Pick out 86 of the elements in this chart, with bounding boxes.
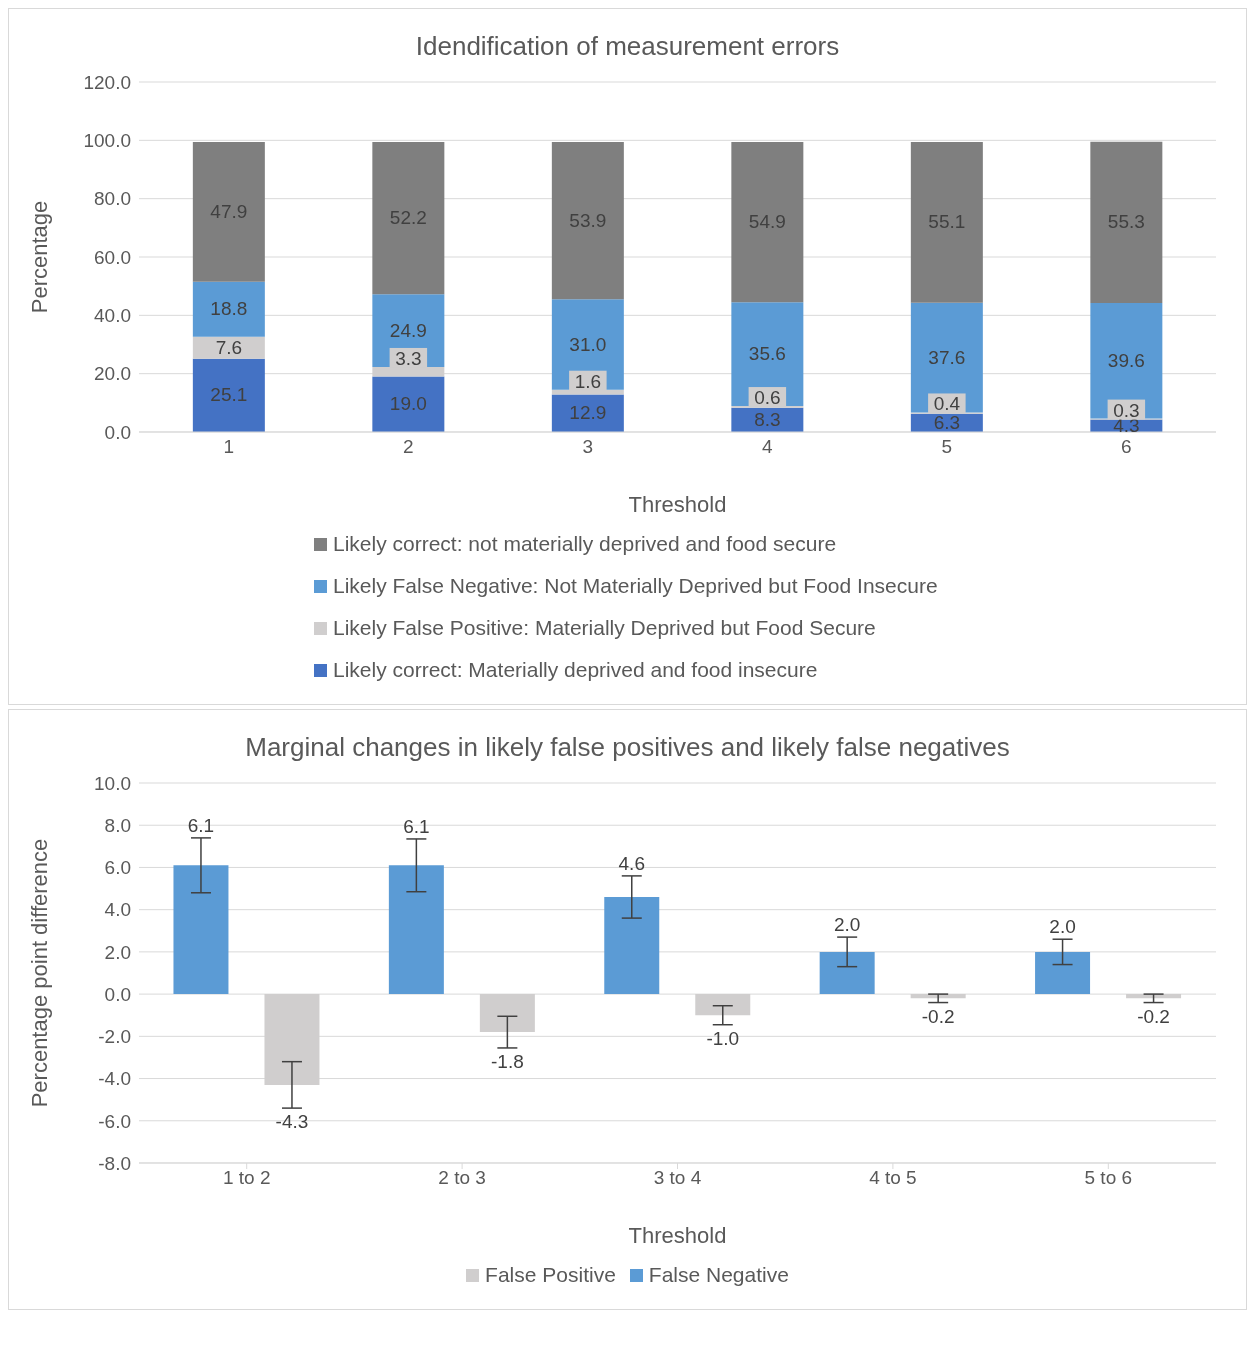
y-tick-label: 80.0 <box>94 188 131 210</box>
bar <box>372 376 445 432</box>
data-label: -0.2 <box>921 1005 955 1027</box>
legend-label: Likely correct: Materially deprived and food insecure <box>333 658 818 682</box>
data-label: 54.9 <box>748 211 786 233</box>
data-label: 2.0 <box>1049 916 1076 938</box>
bar <box>1035 951 1091 995</box>
bar <box>731 142 804 303</box>
legend-label: Likely correct: not materially deprived and food secure <box>333 532 837 556</box>
x-tick-label: 2 to 3 <box>438 1167 486 1189</box>
x-tick-label: 3 to 4 <box>653 1167 702 1189</box>
y-tick-label: -6.0 <box>98 1110 131 1132</box>
y-tick-label: 10.0 <box>94 772 131 794</box>
x-tick-label: 4 to 5 <box>869 1167 917 1189</box>
data-label: -0.2 <box>1137 1005 1170 1027</box>
x-tick-label: 1 to 2 <box>222 1167 271 1189</box>
data-label: 53.9 <box>569 209 607 231</box>
x-tick-label: 4 <box>761 436 773 458</box>
y-tick-label: -8.0 <box>98 1152 131 1174</box>
data-label: 7.6 <box>215 336 243 358</box>
x-tick-label: 5 to 6 <box>1084 1167 1133 1189</box>
chart-title: Marginal changes in likely false positives and likely false negatives <box>244 731 1011 763</box>
data-label: 12.9 <box>569 402 607 424</box>
data-label: 39.6 <box>1107 349 1145 371</box>
data-label: 55.3 <box>1107 211 1145 233</box>
data-label: 18.8 <box>210 298 248 320</box>
data-label: 2.0 <box>833 914 861 936</box>
data-label: -4.3 <box>275 1111 309 1133</box>
y-tick-label: 4.0 <box>104 899 131 921</box>
y-tick-label: 6.0 <box>104 857 131 879</box>
data-label: -1.0 <box>706 1027 740 1049</box>
bar <box>551 142 624 300</box>
y-tick-label: -2.0 <box>98 1026 131 1048</box>
data-label: 35.6 <box>748 343 786 365</box>
x-axis-title: Threshold <box>628 1223 727 1248</box>
bar <box>551 394 624 432</box>
y-tick-label: -4.0 <box>98 1068 131 1090</box>
y-tick-label: 60.0 <box>94 246 131 268</box>
data-label: 6.1 <box>403 815 430 837</box>
x-tick-label: 1 <box>223 436 235 458</box>
y-axis-title: Percentage <box>26 200 52 314</box>
legend-label: False Negative <box>648 1263 789 1287</box>
y-tick-label: 120.0 <box>83 71 131 93</box>
bar <box>192 358 265 432</box>
legend-label: Likely False Positive: Materially Deprived but Food Secure <box>333 616 876 640</box>
data-label: 25.1 <box>210 384 248 406</box>
y-tick-label: 0.0 <box>104 421 131 443</box>
y-tick-label: 0.0 <box>104 983 131 1005</box>
data-label: 55.1 <box>928 211 966 233</box>
y-tick-label: 2.0 <box>104 941 131 963</box>
data-label: 8.3 <box>754 408 781 430</box>
x-tick-label: 3 <box>582 436 594 458</box>
data-label: 4.6 <box>618 852 645 874</box>
x-tick-label: 2 <box>402 436 414 458</box>
data-label: 24.9 <box>389 319 427 341</box>
bar <box>910 142 983 303</box>
bar <box>1090 141 1163 304</box>
x-tick-label: 5 <box>941 436 953 458</box>
data-label: 6.1 <box>187 814 215 836</box>
x-tick-label: 6 <box>1120 436 1132 458</box>
bar <box>192 336 265 359</box>
data-label: 1.6 <box>574 370 602 392</box>
data-label: 47.9 <box>210 200 248 222</box>
data-label: 3.3 <box>395 347 422 369</box>
bar <box>604 897 660 995</box>
y-axis-title: Percentage point difference <box>26 838 52 1108</box>
data-label: 0.6 <box>754 387 781 409</box>
bar <box>192 142 265 282</box>
bar <box>372 142 445 295</box>
y-tick-label: 20.0 <box>94 363 131 385</box>
data-label: -1.8 <box>490 1050 524 1072</box>
data-label: 37.6 <box>928 346 966 368</box>
bar <box>388 865 444 995</box>
legend-label: False Positive <box>485 1263 616 1287</box>
bar <box>819 951 875 995</box>
y-tick-label: 8.0 <box>104 814 131 836</box>
y-tick-label: 40.0 <box>94 305 131 327</box>
y-tick-label: 100.0 <box>83 130 131 152</box>
bar <box>173 865 229 995</box>
chart-title: Idendification of measurement errors <box>414 30 841 62</box>
data-label: 19.0 <box>389 393 427 415</box>
bar <box>192 281 265 337</box>
data-label: 52.2 <box>389 207 427 229</box>
legend-label: Likely False Negative: Not Materially Deprived but Food Insecure <box>333 574 938 598</box>
data-label: 31.0 <box>569 333 607 355</box>
x-axis-title: Threshold <box>628 492 727 517</box>
